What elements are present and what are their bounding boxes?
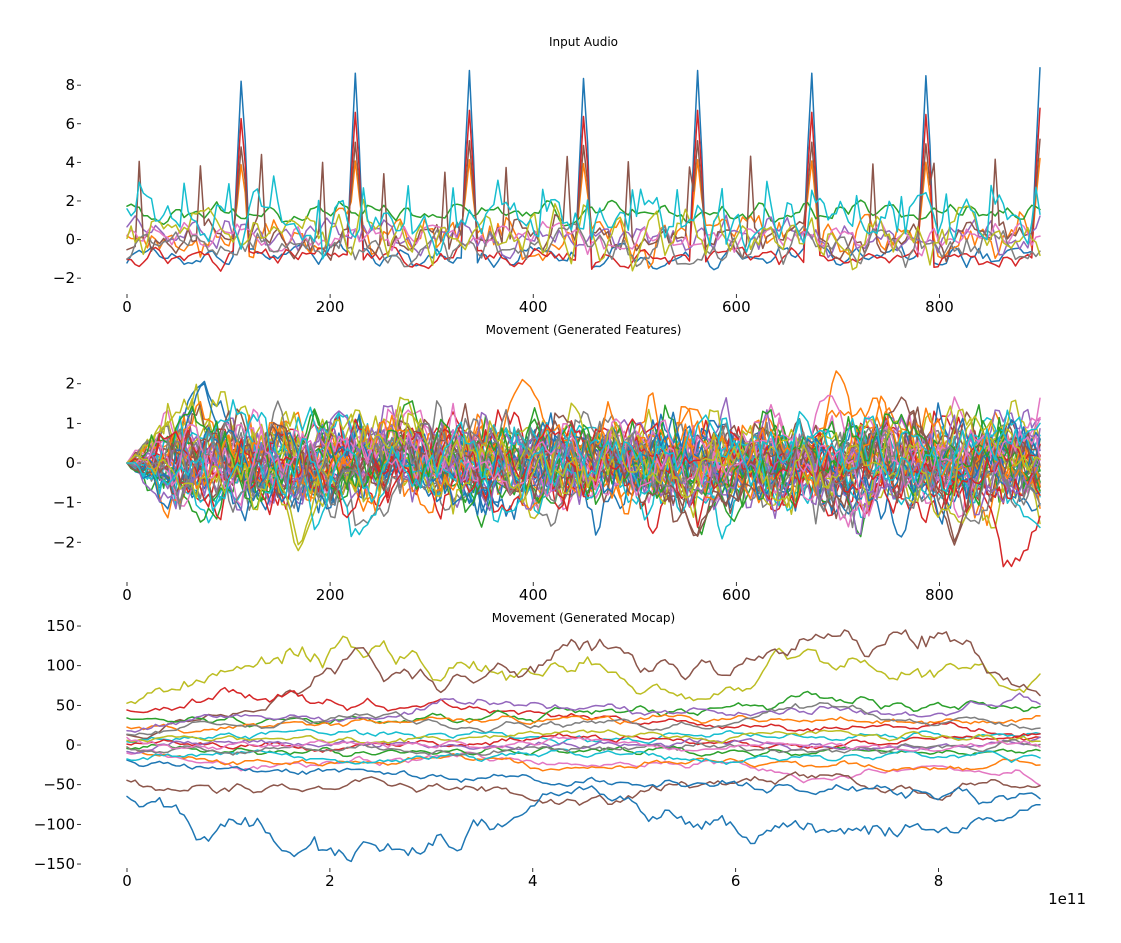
y-tick-label: −100 bbox=[34, 815, 75, 833]
chart-title: Movement (Generated Mocap) bbox=[492, 611, 675, 625]
y-tick-label: −50 bbox=[43, 776, 75, 794]
x-tick-label: 0 bbox=[122, 298, 132, 316]
feature-series-line bbox=[126, 426, 1041, 525]
mocap-series-line bbox=[126, 771, 1041, 806]
y-tick-label: −2 bbox=[53, 269, 75, 287]
x-tick-label: 0 bbox=[122, 872, 132, 890]
audio-series-line bbox=[126, 198, 1041, 272]
mocap-series-line bbox=[126, 739, 1041, 757]
mocap-series-line bbox=[126, 692, 1041, 733]
y-tick-label: 4 bbox=[65, 153, 75, 171]
feature-series-line bbox=[126, 417, 1041, 517]
audio-series-line bbox=[126, 214, 1041, 260]
y-tick-label: 8 bbox=[65, 76, 75, 94]
x-tick-label: 800 bbox=[925, 298, 954, 316]
mocap-series-line bbox=[126, 746, 1041, 773]
x-tick-label: 400 bbox=[519, 586, 548, 604]
y-tick-label: −2 bbox=[53, 533, 75, 551]
y-tick-label: −1 bbox=[53, 494, 75, 512]
audio-series-line bbox=[126, 175, 1041, 260]
y-tick-label: 0 bbox=[65, 454, 75, 472]
audio-series-line bbox=[126, 107, 1041, 272]
y-tick-label: −150 bbox=[34, 855, 75, 873]
feature-series-line bbox=[126, 410, 1041, 523]
y-tick-label: 1 bbox=[65, 414, 75, 432]
feature-series-line bbox=[126, 405, 1041, 513]
y-tick-label: 100 bbox=[46, 657, 75, 675]
mocap-series-line bbox=[126, 635, 1041, 705]
x-tick-label: 200 bbox=[316, 586, 345, 604]
y-tick-label: 2 bbox=[65, 192, 75, 210]
y-tick-label: 150 bbox=[46, 617, 75, 635]
y-tick-label: 6 bbox=[65, 115, 75, 133]
generated-mocap-panel: Movement (Generated Mocap) −150 −100 −50 0 50… bbox=[34, 611, 1086, 908]
feature-series-line bbox=[126, 382, 1041, 525]
audio-series-line bbox=[126, 223, 1041, 269]
generated-features-panel: Movement (Generated Features) −2 −1 0 1 2 0 200… bbox=[53, 323, 1041, 604]
x-tick-label: 600 bbox=[722, 586, 751, 604]
mocap-series-line bbox=[126, 732, 1041, 753]
chart-title: Input Audio bbox=[549, 35, 618, 49]
y-tick-label: 0 bbox=[65, 736, 75, 754]
x-tick-label: 6 bbox=[731, 872, 741, 890]
y-tick-label: 2 bbox=[65, 375, 75, 393]
feature-series-line bbox=[126, 402, 1041, 523]
x-tick-label: 4 bbox=[528, 872, 538, 890]
chart-title: Movement (Generated Features) bbox=[486, 323, 682, 337]
mocap-series-line bbox=[126, 785, 1041, 863]
mocap-series-line bbox=[126, 759, 1041, 805]
audio-series-line bbox=[126, 220, 1041, 257]
x-tick-label: 200 bbox=[316, 298, 345, 316]
mocap-series-line bbox=[126, 701, 1041, 736]
x-offset-label: 1e11 bbox=[1048, 890, 1086, 908]
input-audio-panel: Input Audio −2 0 2 4 6 8 0 200 400 600 800 bbox=[53, 35, 1041, 316]
mocap-series-line bbox=[126, 735, 1041, 752]
x-tick-label: 400 bbox=[519, 298, 548, 316]
mocap-series-line bbox=[126, 729, 1041, 744]
x-tick-label: 800 bbox=[925, 586, 954, 604]
y-tick-label: 0 bbox=[65, 231, 75, 249]
mocap-series-line bbox=[126, 748, 1041, 766]
feature-series-line bbox=[126, 406, 1041, 543]
mocap-series-line bbox=[126, 736, 1041, 755]
x-tick-label: 8 bbox=[934, 872, 944, 890]
y-tick-label: 50 bbox=[56, 696, 75, 714]
x-tick-label: 600 bbox=[722, 298, 751, 316]
x-tick-label: 2 bbox=[325, 872, 335, 890]
audio-series-line bbox=[126, 67, 1041, 271]
x-tick-label: 0 bbox=[122, 586, 132, 604]
mocap-series-line bbox=[126, 686, 1041, 741]
